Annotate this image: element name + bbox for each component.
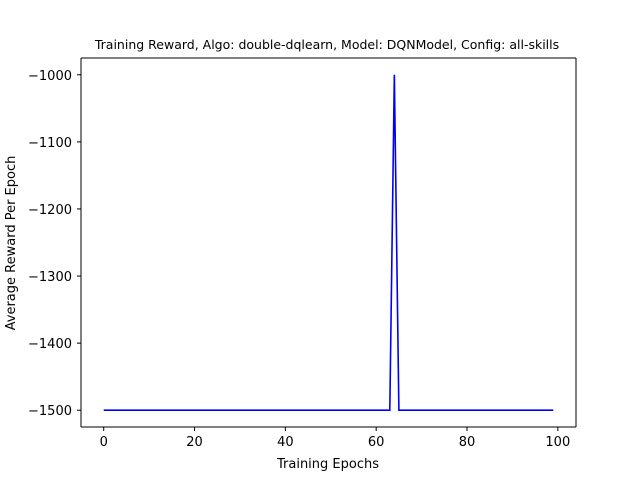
chart-title: Training Reward, Algo: double-dqlearn, M… bbox=[94, 37, 559, 52]
y-axis-title: Average Reward Per Epoch bbox=[4, 156, 19, 331]
y-tick-label: −1100 bbox=[28, 136, 72, 151]
x-tick-label: 40 bbox=[277, 435, 294, 450]
y-axis: −1500 −1400 −1300 −1200 −1100 −1000 bbox=[28, 69, 81, 419]
y-tick-label: −1000 bbox=[28, 69, 72, 84]
x-tick-label: 60 bbox=[368, 435, 385, 450]
y-tick-label: −1300 bbox=[28, 270, 72, 285]
x-axis-title: Training Epochs bbox=[276, 457, 379, 472]
x-tick-label: 20 bbox=[186, 435, 203, 450]
x-axis: 0 20 40 60 80 100 bbox=[100, 427, 570, 450]
plot-area bbox=[80, 57, 577, 428]
y-tick-label: −1500 bbox=[28, 404, 72, 419]
series-line-0 bbox=[103, 74, 554, 412]
x-tick-label: 100 bbox=[545, 435, 570, 450]
x-tick-label: 80 bbox=[459, 435, 476, 450]
plot-background bbox=[81, 58, 576, 427]
series-layer bbox=[103, 74, 554, 412]
y-tick-label: −1400 bbox=[28, 337, 72, 352]
y-tick-label: −1200 bbox=[28, 203, 72, 218]
x-tick-label: 0 bbox=[100, 435, 108, 450]
